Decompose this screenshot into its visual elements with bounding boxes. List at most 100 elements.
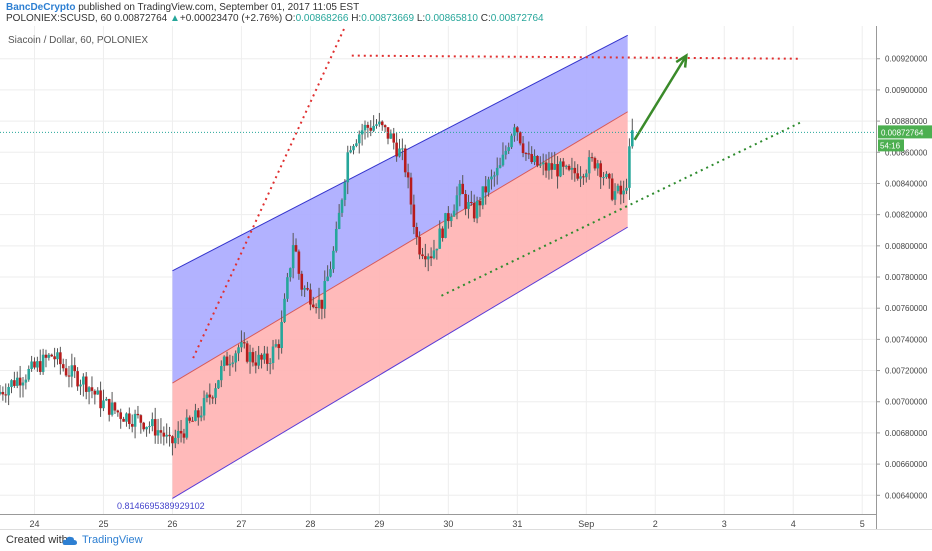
candle-body: [99, 390, 102, 409]
candle-body: [228, 363, 232, 366]
x-tick-label: 26: [167, 519, 177, 529]
candle-body: [547, 163, 551, 171]
candle-body: [458, 183, 462, 196]
y-tick-label: 0.00920000: [885, 55, 928, 64]
candle-body: [590, 157, 594, 159]
candle-body: [317, 299, 321, 309]
candle-body: [383, 125, 387, 128]
candle-body: [306, 288, 309, 290]
candle-body: [251, 352, 255, 363]
channel-lower-line: [172, 226, 628, 499]
candle-body: [363, 124, 367, 131]
candle-body: [159, 430, 163, 433]
candle-body: [303, 288, 306, 290]
candle-body: [346, 152, 350, 183]
candle-body: [544, 162, 548, 171]
candle-body: [432, 250, 436, 259]
candle-body: [263, 353, 266, 360]
candle-body: [0, 391, 2, 394]
candle-body: [343, 182, 347, 200]
candle-body: [50, 354, 54, 357]
candle-body: [64, 368, 68, 376]
y-tick-label: 0.00720000: [885, 367, 928, 376]
candle-body: [510, 135, 513, 148]
candle-body: [93, 390, 97, 395]
chart-header: BancDeCrypto published on TradingView.co…: [0, 0, 932, 26]
candle-body: [484, 186, 488, 193]
candle-body: [128, 413, 131, 424]
candle-body: [202, 398, 206, 416]
candle-body: [179, 430, 183, 434]
candle-body: [349, 150, 352, 153]
candle-body: [401, 148, 404, 150]
candle-body: [470, 202, 473, 204]
candle-body: [366, 124, 370, 128]
candle-body: [352, 145, 355, 151]
candle-body: [237, 347, 240, 354]
candle-body: [441, 228, 444, 238]
candle-body: [271, 346, 275, 363]
y-tick-label: 0.00640000: [885, 491, 928, 500]
candle-body: [174, 437, 177, 444]
candle-body: [498, 165, 502, 168]
candle-body: [288, 268, 292, 278]
candle-body: [355, 143, 358, 146]
candle-body: [478, 200, 482, 206]
candle-body: [185, 417, 189, 438]
candle-body: [334, 228, 338, 251]
candle-body: [59, 352, 62, 365]
candle-body: [487, 179, 490, 193]
candle-body: [579, 176, 582, 179]
high-label: H:: [351, 13, 362, 24]
x-tick-label: 3: [722, 519, 727, 529]
candle-body: [518, 132, 522, 144]
candle-body: [113, 402, 117, 411]
candle-body: [84, 376, 88, 392]
price-chart[interactable]: 0.00640000 0.00660000 0.00680000 0.00700000…: [0, 26, 932, 529]
candle-body: [386, 127, 390, 139]
candle-body: [587, 157, 591, 174]
candle-body: [438, 228, 442, 249]
price-change: +0.00023470 (+2.76%): [179, 13, 283, 24]
y-tick-label: 0.00760000: [885, 304, 928, 313]
candle-body: [254, 362, 258, 366]
candle-body: [360, 130, 364, 135]
candle-body: [291, 245, 295, 269]
x-tick-label: 2: [653, 519, 658, 529]
candle-body: [242, 342, 246, 344]
candle-body: [139, 415, 143, 423]
countdown-tag: [878, 139, 904, 152]
candle-body: [504, 150, 508, 155]
change-up-icon: ▲: [170, 13, 180, 24]
candle-body: [593, 158, 597, 169]
x-tick-label: 25: [98, 519, 108, 529]
candle-body: [424, 256, 427, 260]
candle-body: [76, 371, 79, 387]
tradingview-brand[interactable]: TradingView: [82, 534, 143, 546]
channel-annotation: 0.8146695389929102: [117, 501, 205, 511]
green-arrow-shaft: [633, 54, 688, 141]
candle-body: [283, 298, 286, 322]
candle-body: [556, 164, 559, 177]
candle-body: [145, 426, 148, 430]
candle-body: [596, 163, 600, 169]
candle-body: [311, 304, 315, 308]
candle-body: [41, 354, 45, 372]
candle-body: [455, 195, 459, 211]
axes: 0.00640000 0.00660000 0.00680000 0.00700000…: [0, 26, 932, 529]
candle-body: [447, 213, 450, 222]
candle-body: [541, 162, 545, 165]
chart-title: Siacoin / Dollar, 60, POLONIEX: [8, 35, 148, 46]
y-tick-label: 0.00820000: [885, 211, 928, 220]
author-link[interactable]: BancDeCrypto: [6, 2, 76, 13]
green-dotted-support-line: [441, 121, 801, 297]
candle-body: [222, 356, 226, 367]
candle-body: [418, 236, 421, 255]
y-tick-label: 0.00900000: [885, 86, 928, 95]
candle-body: [148, 426, 151, 428]
y-tick-label: 0.00780000: [885, 273, 928, 282]
y-tick-label: 0.00860000: [885, 148, 928, 157]
candle-body: [142, 422, 146, 430]
candle-body: [53, 356, 56, 360]
y-tick-label: 0.00680000: [885, 429, 928, 438]
